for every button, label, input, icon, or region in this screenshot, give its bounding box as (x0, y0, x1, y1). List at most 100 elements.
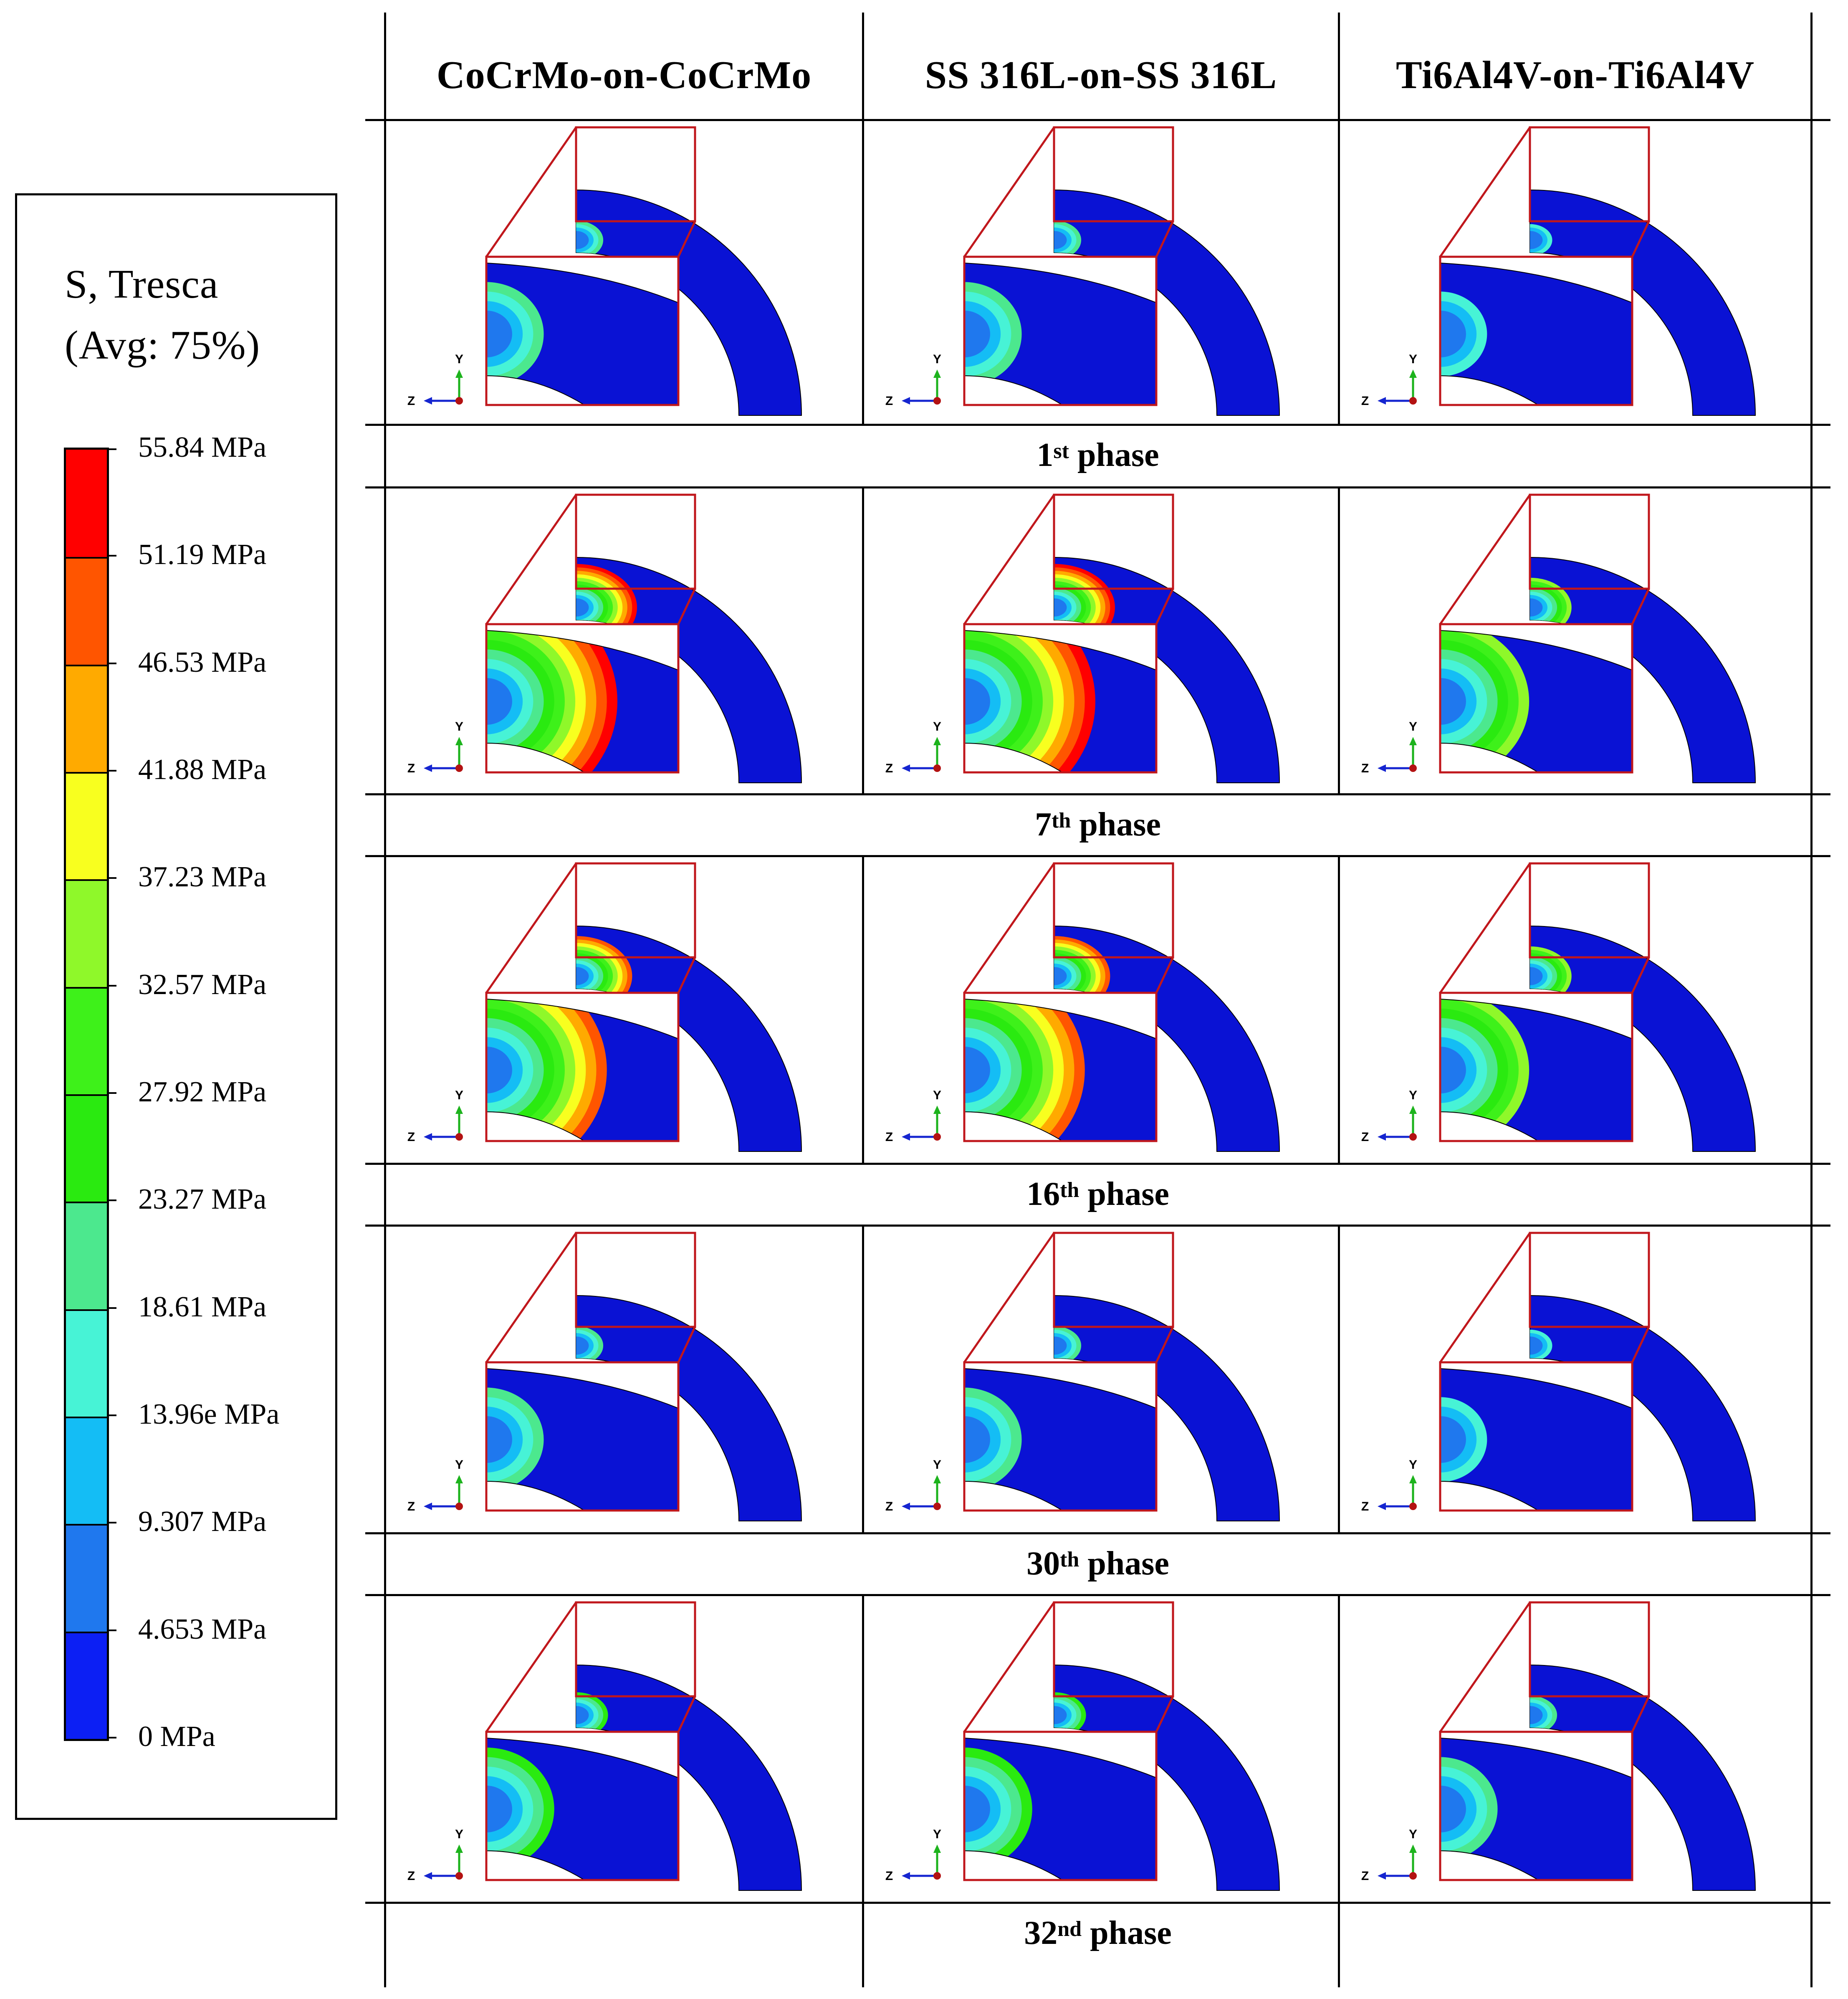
origin-dot (1409, 764, 1417, 772)
contour-band (1054, 598, 1067, 617)
inset-outline (964, 630, 1157, 773)
inset-outline (1440, 998, 1633, 1141)
color-bar-tick (108, 1307, 116, 1309)
zoom-connector (963, 127, 1055, 258)
zoom-source-frame (1529, 862, 1650, 959)
color-bar-tick (108, 448, 116, 450)
contour-band (1530, 231, 1543, 249)
inset-outline (486, 998, 679, 1141)
color-bar-tick (108, 1199, 116, 1202)
zoom-source-frame (575, 493, 696, 590)
origin-dot (933, 397, 941, 405)
z-axis-arrowhead (1378, 1133, 1386, 1141)
ring-contour-patch (1054, 1326, 1082, 1365)
z-axis-arrowhead (424, 764, 432, 772)
phase-number: 1 (1036, 436, 1054, 473)
origin-dot (455, 1503, 463, 1510)
zoom-connector (1439, 494, 1531, 625)
ring-contour-patch (576, 1326, 604, 1365)
color-bar-segment (66, 1524, 107, 1632)
z-axis-arrowhead (902, 1872, 910, 1880)
y-axis-arrowhead (1409, 1106, 1417, 1114)
zoom-inset-frame (963, 992, 1158, 1142)
zoom-source-frame (1529, 1601, 1650, 1698)
z-axis-arrowhead (1378, 1872, 1386, 1880)
origin-dot (455, 764, 463, 772)
color-bar-segment (66, 450, 107, 557)
phase-word: phase (1069, 436, 1159, 473)
y-axis-label: Y (933, 720, 941, 734)
zoom-connector (485, 1232, 577, 1363)
contour-band (576, 967, 589, 985)
y-axis-label: Y (455, 1088, 463, 1102)
y-axis-arrowhead (455, 1475, 463, 1483)
inset-outline (1440, 1737, 1633, 1880)
zoom-source-frame (1053, 1601, 1174, 1698)
phase-ordinal-suffix: nd (1057, 1917, 1082, 1941)
color-bar-tick (108, 555, 116, 557)
zoom-connector (677, 956, 696, 994)
y-axis-label: Y (455, 1827, 463, 1841)
grid-rule (365, 1902, 1830, 1904)
contour-band (1054, 967, 1067, 985)
phase-word: phase (1082, 1914, 1172, 1951)
zoom-connector (485, 1602, 577, 1733)
contour-plot: YZ (1361, 1232, 1756, 1521)
grid-rule (1338, 486, 1340, 793)
grid-rule (384, 13, 386, 1987)
y-axis-label: Y (455, 720, 463, 734)
color-bar-label: 27.92 MPa (138, 1076, 267, 1108)
y-axis-label: Y (1409, 1088, 1417, 1102)
inset-outline (1440, 1368, 1633, 1511)
contour-band (576, 231, 589, 249)
z-axis-arrowhead (902, 1503, 910, 1510)
grid-rule (365, 1594, 1830, 1596)
contour-plot: YZ (885, 1601, 1280, 1891)
contour-band (576, 1336, 589, 1355)
contour-plot: YZ (1361, 862, 1756, 1152)
y-axis-label: Y (933, 1458, 941, 1472)
zoom-connector (1631, 588, 1650, 625)
zoom-inset-frame (963, 256, 1158, 406)
zoom-connector (963, 1602, 1055, 1733)
inset-outline (486, 630, 679, 773)
grid-rule (862, 486, 864, 793)
color-bar-tick (108, 1522, 116, 1524)
phase-word: phase (1071, 806, 1161, 843)
zoom-inset-frame (1439, 623, 1633, 774)
zoom-inset-frame (1439, 256, 1633, 406)
column-header: CoCrMo-on-CoCrMo (436, 53, 812, 97)
color-bar-tick (108, 984, 116, 987)
phase-word: phase (1079, 1545, 1169, 1582)
z-axis-arrowhead (424, 1503, 432, 1510)
y-axis-arrowhead (1409, 1475, 1417, 1483)
color-bar-label: 13.96e MPa (138, 1398, 280, 1430)
zoom-connector (1631, 1326, 1650, 1363)
inset-contours (964, 999, 1156, 1141)
zoom-connector (1155, 220, 1174, 258)
zoom-connector (1155, 588, 1174, 625)
zoom-connector (963, 1232, 1055, 1363)
inset-outline (964, 1368, 1157, 1511)
color-bar-segment (66, 1309, 107, 1417)
inset-outline (1440, 262, 1633, 405)
zoom-connector (1631, 1695, 1650, 1733)
origin-dot (933, 1872, 941, 1880)
z-axis-label: Z (1361, 394, 1369, 408)
zoom-source-frame (575, 126, 696, 223)
color-bar-segment (66, 1202, 107, 1309)
y-axis-arrowhead (455, 369, 463, 378)
legend-title-line2: (Avg: 75%) (65, 323, 260, 368)
y-axis-arrowhead (455, 1845, 463, 1853)
zoom-connector (677, 1326, 696, 1363)
y-axis-arrowhead (933, 1106, 941, 1114)
origin-dot (1409, 397, 1417, 405)
z-axis-label: Z (407, 1500, 415, 1513)
z-axis-label: Z (885, 1130, 893, 1144)
